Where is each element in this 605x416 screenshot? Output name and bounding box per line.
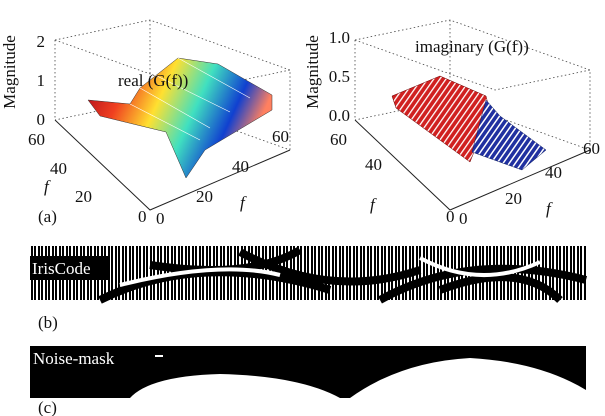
z-tick-label: 0.0 bbox=[329, 106, 350, 125]
panel-label: (b) bbox=[38, 313, 58, 332]
iriscode-image: IrisCode bbox=[30, 246, 588, 304]
z-axis-label: Magnitude bbox=[0, 35, 19, 109]
floor-axes bbox=[354, 119, 591, 211]
right-tick-label: 0 bbox=[156, 209, 165, 228]
image-caption: IrisCode bbox=[32, 259, 91, 278]
left-tick-label: 0 bbox=[446, 207, 455, 226]
right-tick-label: 20 bbox=[196, 187, 213, 206]
caption-background bbox=[30, 256, 108, 280]
z-axis-label: Magnitude bbox=[303, 35, 322, 109]
left-tick-label: 40 bbox=[365, 155, 382, 174]
iriscode-blobs bbox=[98, 246, 588, 304]
plot-title: real (G(f)) bbox=[118, 71, 188, 90]
right-tick-label: 0 bbox=[459, 209, 468, 228]
imaginary-surface-negative bbox=[471, 99, 547, 171]
image-caption: Noise-mask bbox=[33, 349, 115, 368]
left-axis-label: f bbox=[370, 195, 377, 214]
plot-title: imaginary (G(f)) bbox=[415, 37, 529, 56]
right-tick-label: 40 bbox=[545, 163, 562, 182]
mask-speck bbox=[155, 355, 163, 357]
right-tick-label: 40 bbox=[232, 157, 249, 176]
surface-mesh bbox=[129, 57, 251, 141]
noise-mask-image: Noise-mask bbox=[30, 346, 586, 398]
z-tick-label: 0.5 bbox=[329, 67, 350, 86]
imaginary-plot: Magnitude 1.0 0.5 0.0 imaginary (G(f)) 6… bbox=[303, 19, 600, 228]
panel-label: (c) bbox=[38, 398, 57, 416]
z-tick-label: 1 bbox=[37, 71, 46, 90]
mask-region bbox=[130, 358, 586, 398]
panel-label: (a) bbox=[38, 207, 57, 226]
right-tick-label: 20 bbox=[505, 189, 522, 208]
left-tick-label: 0 bbox=[138, 207, 147, 226]
z-tick-label: 1.0 bbox=[329, 28, 350, 47]
right-axis-label: f bbox=[546, 199, 553, 218]
left-tick-label: 60 bbox=[28, 130, 45, 149]
left-axis-label: f bbox=[44, 177, 51, 196]
right-tick-label: 60 bbox=[272, 127, 289, 146]
iriscode-blobs bbox=[119, 256, 541, 287]
right-tick-label: 60 bbox=[583, 139, 600, 158]
left-tick-label: 60 bbox=[330, 130, 347, 149]
left-tick-label: 40 bbox=[50, 159, 67, 178]
right-axis-label: f bbox=[240, 193, 247, 212]
real-plot: Magnitude 2 1 0 real (G(f)) 60 40 20 0 f… bbox=[0, 19, 291, 228]
z-tick-label: 0 bbox=[37, 110, 46, 129]
real-surface bbox=[87, 57, 273, 179]
floor-axes bbox=[54, 119, 291, 211]
left-tick-label: 20 bbox=[75, 187, 92, 206]
z-tick-label: 2 bbox=[37, 32, 46, 51]
